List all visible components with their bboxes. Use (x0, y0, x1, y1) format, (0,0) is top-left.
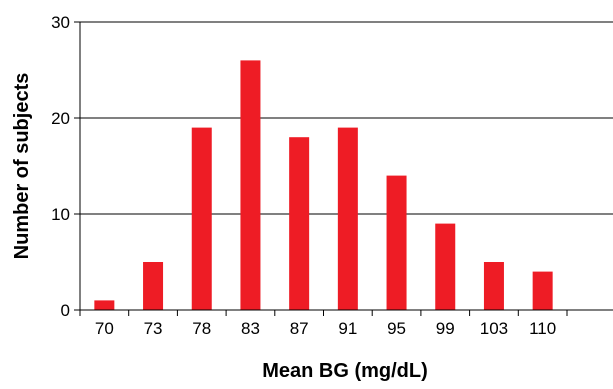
bar-78 (191, 127, 212, 310)
y-axis-title: Number of subjects (11, 73, 33, 260)
y-tick-label-2: 20 (51, 109, 70, 128)
bar-70 (94, 300, 115, 310)
x-tick-label-73: 73 (144, 319, 163, 338)
x-tick-label-99: 99 (436, 319, 455, 338)
bar-110 (532, 271, 553, 310)
x-tick-label-95: 95 (387, 319, 406, 338)
x-tick-label-110: 110 (529, 319, 556, 338)
y-tick-label-1: 10 (51, 205, 70, 224)
x-tick-label-70: 70 (95, 319, 114, 338)
axes (79, 22, 613, 311)
x-tick-label-91: 91 (338, 319, 357, 338)
bar-83 (240, 60, 261, 311)
bar-73 (143, 262, 164, 310)
y-tick-label-0: 0 (61, 301, 70, 320)
bar-87 (289, 137, 310, 310)
x-axis-title: Mean BG (mg/dL) (262, 360, 428, 382)
bar-99 (435, 223, 456, 310)
x-tick-label-87: 87 (290, 319, 309, 338)
bar-103 (483, 262, 504, 310)
bars (94, 60, 553, 311)
bar-95 (386, 175, 407, 310)
x-tick-label-78: 78 (192, 319, 211, 338)
x-tick-label-103: 103 (480, 319, 508, 338)
x-tick-label-83: 83 (241, 319, 260, 338)
bar-91 (337, 127, 358, 310)
y-tick-label-3: 30 (51, 13, 70, 32)
y-ticks: 0 10 20 30 (51, 13, 80, 320)
x-ticks: 70 73 78 83 87 91 95 99 103 110 (79, 310, 568, 338)
